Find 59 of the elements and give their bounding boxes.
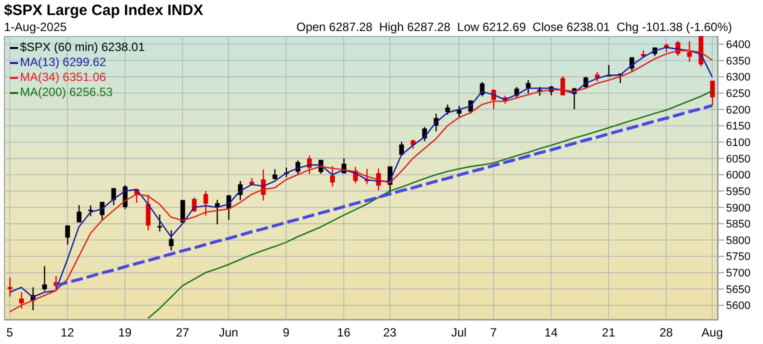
candlestick bbox=[456, 105, 462, 118]
y-tick-label: 6000 bbox=[726, 170, 750, 182]
x-tick-label: 27 bbox=[176, 326, 190, 340]
legend-label: $SPX (60 min) 6238.01 bbox=[19, 40, 145, 55]
chart-title: $SPX Large Cap Index INDX bbox=[4, 2, 204, 19]
x-tick-label: 14 bbox=[544, 326, 558, 340]
candlestick bbox=[111, 188, 116, 206]
text: Open 6287.28 High 6287.28 Low 6212.69 Close 6238.01 Chg -101.38 (-1.60%) bbox=[296, 20, 732, 34]
x-tick-label: 28 bbox=[660, 326, 674, 340]
x-tick-label: Jul bbox=[451, 326, 467, 340]
legend-label: MA(13) 6299.62 bbox=[19, 55, 108, 70]
candlestick bbox=[42, 266, 47, 292]
x-tick-label: Aug bbox=[702, 326, 723, 340]
x-tick-label: 7 bbox=[490, 326, 498, 340]
chart-subtitle: 1-Aug-2025 bbox=[4, 20, 67, 34]
line-series bbox=[54, 104, 714, 288]
candlestick bbox=[330, 166, 335, 188]
candlestick bbox=[710, 80, 715, 106]
x-tick-label: 23 bbox=[383, 326, 397, 340]
candlestick bbox=[19, 292, 24, 310]
candlestick bbox=[168, 230, 174, 252]
y-tick-label: 6400 bbox=[726, 39, 750, 52]
x-tick-label: 9 bbox=[282, 326, 290, 340]
candlestick bbox=[157, 214, 162, 232]
y-tick-label: 5750 bbox=[726, 251, 750, 264]
y-tick-label: 5700 bbox=[726, 268, 750, 280]
candlestick bbox=[445, 104, 450, 116]
legend-label: MA(34) 6351.06 bbox=[19, 70, 108, 85]
y-tick-label: 5950 bbox=[726, 186, 750, 198]
candlestick bbox=[410, 138, 416, 150]
candlestick bbox=[88, 204, 93, 217]
candlestick bbox=[560, 76, 566, 96]
y-tick-label: 6100 bbox=[726, 136, 750, 149]
candlestick bbox=[203, 190, 208, 216]
x-tick-label: 19 bbox=[118, 326, 132, 340]
y-tick-label: 5900 bbox=[726, 202, 750, 214]
legend-label: MA(200) 6256.53 bbox=[19, 85, 114, 100]
y-tick-label: 6350 bbox=[726, 55, 750, 68]
candlestick bbox=[399, 141, 404, 156]
x-tick-label: 21 bbox=[602, 326, 616, 340]
candlestick bbox=[272, 168, 278, 180]
candlestick bbox=[687, 40, 692, 62]
y-tick-label: 5850 bbox=[726, 218, 750, 231]
candlestick bbox=[76, 204, 82, 223]
y-tick-label: 6200 bbox=[726, 104, 750, 116]
y-tick-label: 6050 bbox=[726, 153, 750, 166]
candlestick bbox=[65, 224, 70, 246]
y-tick-label: 5800 bbox=[726, 234, 750, 247]
x-tick-label: Jun bbox=[218, 326, 238, 340]
y-tick-label: 5650 bbox=[726, 284, 750, 296]
x-tick-label: 5 bbox=[6, 326, 14, 340]
y-tick-label: 6150 bbox=[726, 120, 750, 133]
y-tick-label: 5600 bbox=[726, 300, 750, 312]
x-tick-label: 16 bbox=[337, 326, 351, 340]
x-tick-label: 12 bbox=[60, 326, 74, 340]
candlestick bbox=[307, 154, 312, 175]
candlestick bbox=[8, 276, 12, 298]
y-tick-label: 6300 bbox=[726, 72, 750, 84]
y-tick-label: 6250 bbox=[726, 88, 750, 100]
